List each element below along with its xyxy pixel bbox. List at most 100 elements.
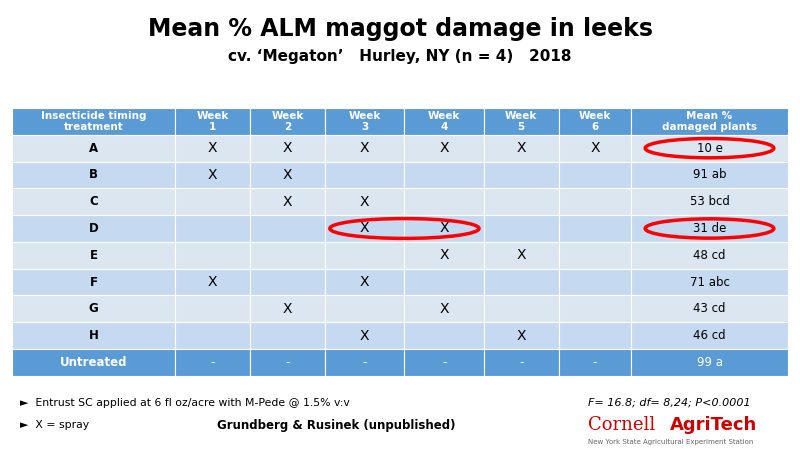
FancyBboxPatch shape — [325, 322, 405, 349]
FancyBboxPatch shape — [631, 162, 788, 189]
FancyBboxPatch shape — [405, 242, 484, 269]
FancyBboxPatch shape — [175, 189, 250, 215]
FancyBboxPatch shape — [484, 296, 558, 322]
FancyBboxPatch shape — [250, 215, 325, 242]
Text: Week
5: Week 5 — [505, 111, 538, 132]
Text: 46 cd: 46 cd — [694, 329, 726, 342]
FancyBboxPatch shape — [12, 189, 175, 215]
Text: -: - — [593, 356, 597, 369]
FancyBboxPatch shape — [558, 108, 631, 135]
Text: B: B — [89, 168, 98, 181]
FancyBboxPatch shape — [405, 296, 484, 322]
Text: X: X — [360, 221, 370, 235]
FancyBboxPatch shape — [12, 269, 175, 296]
FancyBboxPatch shape — [325, 296, 405, 322]
FancyBboxPatch shape — [325, 189, 405, 215]
Text: AgriTech: AgriTech — [670, 416, 758, 434]
FancyBboxPatch shape — [484, 269, 558, 296]
FancyBboxPatch shape — [631, 269, 788, 296]
FancyBboxPatch shape — [250, 322, 325, 349]
Text: X: X — [360, 141, 370, 155]
Text: 31 de: 31 de — [693, 222, 726, 235]
Text: 91 ab: 91 ab — [693, 168, 726, 181]
FancyBboxPatch shape — [484, 349, 558, 376]
Text: F: F — [90, 275, 98, 288]
Text: X: X — [283, 168, 292, 182]
Text: 71 abc: 71 abc — [690, 275, 730, 288]
Text: Mean %
damaged plants: Mean % damaged plants — [662, 111, 757, 132]
FancyBboxPatch shape — [484, 189, 558, 215]
FancyBboxPatch shape — [631, 349, 788, 376]
FancyBboxPatch shape — [558, 135, 631, 162]
FancyBboxPatch shape — [405, 135, 484, 162]
FancyBboxPatch shape — [631, 189, 788, 215]
Text: X: X — [360, 195, 370, 209]
Text: X: X — [517, 328, 526, 342]
FancyBboxPatch shape — [405, 322, 484, 349]
FancyBboxPatch shape — [405, 108, 484, 135]
Text: New York State Agricultural Experiment Station: New York State Agricultural Experiment S… — [588, 439, 754, 445]
Text: Week
1: Week 1 — [197, 111, 229, 132]
Text: X: X — [590, 141, 600, 155]
FancyBboxPatch shape — [12, 349, 175, 376]
Text: 43 cd: 43 cd — [694, 302, 726, 315]
FancyBboxPatch shape — [558, 162, 631, 189]
FancyBboxPatch shape — [175, 269, 250, 296]
Text: F= 16.8; df= 8,24; P<0.0001: F= 16.8; df= 8,24; P<0.0001 — [588, 398, 750, 408]
Text: Insecticide timing
treatment: Insecticide timing treatment — [41, 111, 146, 132]
FancyBboxPatch shape — [484, 135, 558, 162]
Text: X: X — [439, 302, 449, 316]
FancyBboxPatch shape — [250, 162, 325, 189]
Text: Week
3: Week 3 — [349, 111, 381, 132]
FancyBboxPatch shape — [325, 215, 405, 242]
FancyBboxPatch shape — [325, 349, 405, 376]
Text: Cornell: Cornell — [588, 416, 655, 434]
Text: Week
6: Week 6 — [578, 111, 611, 132]
FancyBboxPatch shape — [631, 322, 788, 349]
FancyBboxPatch shape — [12, 322, 175, 349]
FancyBboxPatch shape — [175, 322, 250, 349]
Text: Untreated: Untreated — [60, 356, 127, 369]
FancyBboxPatch shape — [558, 242, 631, 269]
FancyBboxPatch shape — [325, 108, 405, 135]
FancyBboxPatch shape — [175, 349, 250, 376]
Text: Week
2: Week 2 — [271, 111, 304, 132]
Text: X: X — [283, 302, 292, 316]
Text: -: - — [362, 356, 367, 369]
FancyBboxPatch shape — [405, 189, 484, 215]
FancyBboxPatch shape — [250, 269, 325, 296]
FancyBboxPatch shape — [12, 242, 175, 269]
FancyBboxPatch shape — [484, 108, 558, 135]
Text: ►  Entrust SC applied at 6 fl oz/acre with M-Pede @ 1.5% v:v: ► Entrust SC applied at 6 fl oz/acre wit… — [20, 398, 350, 408]
Text: X: X — [208, 168, 218, 182]
Text: -: - — [210, 356, 215, 369]
FancyBboxPatch shape — [325, 135, 405, 162]
FancyBboxPatch shape — [175, 242, 250, 269]
Text: X: X — [360, 275, 370, 289]
FancyBboxPatch shape — [558, 349, 631, 376]
Text: -: - — [442, 356, 446, 369]
FancyBboxPatch shape — [250, 108, 325, 135]
FancyBboxPatch shape — [250, 349, 325, 376]
Text: 53 bcd: 53 bcd — [690, 195, 730, 208]
Text: 10 e: 10 e — [697, 142, 722, 155]
Text: Week
4: Week 4 — [428, 111, 460, 132]
Text: cv. ‘Megaton’   Hurley, NY (n = 4)   2018: cv. ‘Megaton’ Hurley, NY (n = 4) 2018 — [228, 49, 572, 64]
FancyBboxPatch shape — [405, 349, 484, 376]
Text: X: X — [208, 275, 218, 289]
FancyBboxPatch shape — [250, 189, 325, 215]
Text: ►  X = spray: ► X = spray — [20, 420, 89, 430]
FancyBboxPatch shape — [12, 296, 175, 322]
FancyBboxPatch shape — [12, 215, 175, 242]
FancyBboxPatch shape — [12, 162, 175, 189]
FancyBboxPatch shape — [484, 242, 558, 269]
FancyBboxPatch shape — [175, 215, 250, 242]
Text: D: D — [89, 222, 98, 235]
FancyBboxPatch shape — [558, 189, 631, 215]
FancyBboxPatch shape — [631, 296, 788, 322]
FancyBboxPatch shape — [558, 269, 631, 296]
Text: X: X — [517, 248, 526, 262]
FancyBboxPatch shape — [12, 135, 175, 162]
FancyBboxPatch shape — [484, 215, 558, 242]
FancyBboxPatch shape — [558, 322, 631, 349]
